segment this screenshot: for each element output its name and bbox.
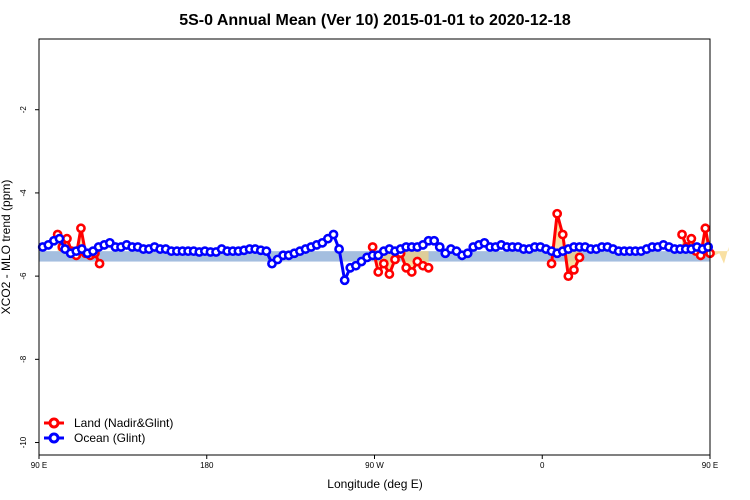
land-data-point (686, 233, 697, 244)
y-tick-label: -2 (19, 106, 28, 114)
legend-item-land: Land (Nadir&Glint) (44, 416, 173, 430)
legend: Land (Nadir&Glint) Ocean (Glint) (44, 416, 173, 445)
ocean-data-point (54, 233, 65, 244)
ocean-data-point (462, 248, 473, 259)
land-fill-area (551, 213, 580, 277)
x-tick-label: 90 W (365, 461, 384, 470)
series-group (37, 208, 715, 286)
ocean-data-point (434, 242, 445, 252)
land-data-point (423, 262, 434, 273)
ocean-data-point (334, 244, 344, 254)
plot-area (37, 38, 729, 456)
y-axis: -2 -4 -6 -8 -10 (19, 106, 39, 448)
land-data-point (406, 267, 417, 277)
legend-land-label: Land (Nadir&Glint) (74, 416, 173, 430)
land-data-point (367, 242, 378, 252)
land-data-point (384, 269, 395, 279)
ocean-data-point (261, 246, 272, 257)
x-axis-label: Longitude (deg E) (327, 477, 422, 491)
land-data-point (557, 229, 568, 240)
x-tick-label: 0 (540, 461, 545, 470)
y-tick-label: -8 (19, 355, 28, 363)
y-tick-label: -6 (19, 272, 28, 280)
x-tick-label: 90 E (31, 461, 47, 470)
land-data-point (574, 252, 585, 263)
land-data-point (552, 208, 563, 219)
y-tick-label: -10 (19, 436, 28, 448)
land-data-point (378, 258, 389, 269)
legend-ocean-marker (48, 432, 60, 444)
land-data-point (373, 267, 384, 277)
legend-ocean-label: Ocean (Glint) (74, 431, 145, 445)
ocean-data-point (339, 275, 350, 286)
land-data-point (677, 229, 687, 240)
land-data-point (76, 223, 86, 234)
land-data-point (94, 258, 105, 269)
ocean-data-point (429, 235, 440, 246)
y-axis-label: XCO2 - MLO trend (ppm) (0, 180, 13, 315)
x-tick-label: 180 (200, 461, 214, 470)
chart-title: 5S-0 Annual Mean (Ver 10) 2015-01-01 to … (179, 12, 571, 29)
land-data-point (62, 233, 72, 244)
legend-land-marker (48, 417, 60, 429)
ocean-data-point (328, 229, 339, 240)
land-data-point (563, 271, 574, 282)
x-axis: 90 E 180 90 W 0 90 E (31, 455, 718, 470)
land-data-point (546, 258, 557, 269)
land-data-point (569, 264, 579, 275)
land-data-point (700, 223, 711, 234)
x-tick-label: 90 E (702, 461, 718, 470)
legend-item-ocean: Ocean (Glint) (44, 431, 145, 445)
y-tick-label: -4 (19, 189, 28, 197)
ocean-data-point (703, 242, 714, 252)
